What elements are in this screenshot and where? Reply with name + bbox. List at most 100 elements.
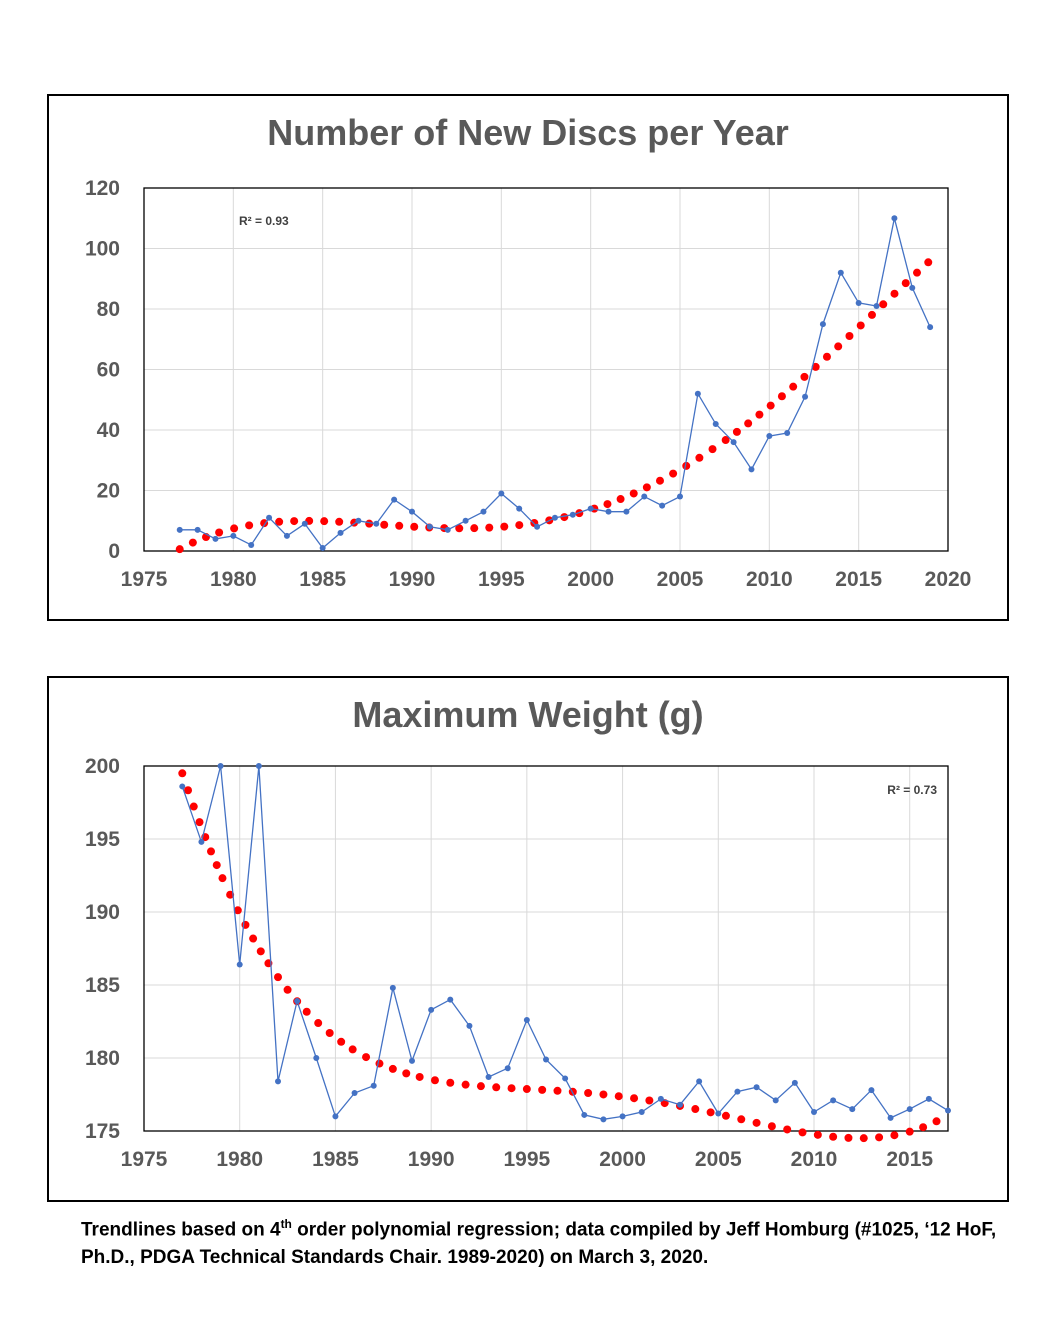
trendline-dot: [245, 521, 254, 530]
trendline-dot: [290, 517, 299, 526]
data-point: [248, 541, 255, 548]
trendline-dot: [256, 947, 265, 956]
y-tick-label: 60: [97, 359, 120, 382]
x-tick-label: 1985: [312, 1148, 359, 1171]
y-tick-label: 175: [85, 1120, 120, 1143]
data-point: [887, 1114, 894, 1121]
y-tick-label: 180: [85, 1047, 120, 1070]
trendline-dot: [375, 1059, 384, 1068]
data-point: [355, 517, 362, 524]
data-point: [389, 984, 396, 991]
data-point: [266, 514, 273, 521]
x-tick-label: 2000: [567, 568, 614, 591]
data-point: [802, 393, 809, 400]
footnote-superscript: th: [280, 1217, 292, 1231]
trendline-dot: [708, 445, 717, 454]
trendline-dot: [766, 401, 775, 410]
trendline-dot: [767, 1122, 776, 1131]
data-point: [466, 1022, 473, 1029]
data-point: [945, 1107, 951, 1114]
data-point: [198, 838, 205, 845]
data-point: [426, 523, 433, 530]
chart-new-discs: Number of New Discs per Year 1975 1980 198…: [47, 94, 1009, 621]
data-point: [351, 1090, 358, 1097]
trendline-dot: [932, 1117, 941, 1126]
data-point: [444, 526, 451, 533]
trendline-dot: [614, 1092, 623, 1101]
trendline-dot: [599, 1090, 608, 1099]
trendline-dot: [616, 495, 625, 504]
trendline-dot: [402, 1069, 411, 1078]
data-point: [301, 520, 308, 527]
data-point: [891, 215, 898, 222]
x-tick-label: 1975: [121, 1148, 168, 1171]
trendline-dot: [811, 362, 820, 371]
r-squared-label: R² = 0.93: [239, 214, 289, 228]
trendline-dot: [584, 1089, 593, 1098]
data-point: [283, 532, 290, 539]
data-point: [837, 269, 844, 276]
y-tick-label: 80: [97, 298, 120, 321]
y-tick-label: 185: [85, 974, 120, 997]
data-point: [766, 433, 773, 440]
data-point: [516, 505, 523, 512]
chart-max-weight: Maximum Weight (g) 1975 1980 1985 1990 1995 2…: [47, 676, 1009, 1202]
x-tick-label: 2015: [835, 568, 882, 591]
trendline-dot: [507, 1084, 516, 1093]
data-point: [730, 439, 737, 446]
data-point: [319, 544, 326, 551]
data-point: [480, 508, 487, 515]
trendline-dot: [189, 802, 198, 811]
trendline-dot: [924, 258, 933, 267]
trendline-dot: [777, 392, 786, 401]
trendline-dot: [856, 321, 865, 330]
data-point: [212, 535, 219, 542]
plot-new-discs: 1975 1980 1985 1990 1995 2000 2005 2010 2015 2020…: [85, 177, 971, 591]
series-line: [179, 218, 931, 549]
data-point: [551, 514, 558, 521]
trendline-dot: [783, 1125, 792, 1134]
x-tick-label: 2005: [657, 568, 704, 591]
data-point: [600, 1116, 607, 1123]
x-tick-label: 2000: [599, 1148, 646, 1171]
trendline-dot: [721, 1111, 730, 1120]
data-point: [504, 1065, 511, 1072]
data-point: [677, 1101, 683, 1108]
trendline-dot: [410, 522, 419, 531]
trendline-dot: [249, 934, 258, 943]
data-point: [294, 998, 301, 1005]
trendline-dot: [829, 1132, 838, 1141]
trendline-dot: [470, 524, 479, 533]
trendline-dot: [476, 1082, 485, 1091]
trendline-dot: [283, 985, 292, 994]
trendline-dot: [706, 1108, 715, 1117]
trendline-dot: [455, 524, 464, 533]
y-tick-label: 190: [85, 901, 120, 924]
trendline-dot: [629, 489, 638, 498]
data-point: [373, 520, 380, 527]
data-point: [791, 1079, 798, 1086]
data-point: [255, 763, 262, 769]
trendline-dot: [207, 847, 215, 856]
trendline-dot: [798, 1128, 807, 1137]
x-tick-label: 2015: [886, 1148, 933, 1171]
y-tick-label: 195: [85, 828, 120, 851]
trendline-dot: [446, 1078, 455, 1087]
trendline-dot: [890, 1131, 899, 1140]
trendline-dot: [695, 453, 704, 462]
data-point: [447, 996, 454, 1003]
trendline-dot: [184, 786, 193, 795]
trendline-dot: [175, 545, 184, 554]
y-tick-label: 0: [108, 540, 120, 563]
data-point: [772, 1097, 779, 1104]
trendline-dot: [485, 523, 494, 532]
x-tick-label: 1990: [389, 568, 436, 591]
data-point: [715, 1110, 722, 1117]
trendline-dot: [691, 1105, 700, 1114]
data-point: [581, 1111, 588, 1118]
data-point: [236, 961, 243, 968]
data-point: [562, 1075, 569, 1082]
trendline-dot: [178, 769, 187, 778]
x-tick-label: 2005: [695, 1148, 742, 1171]
trendline-dot: [845, 331, 854, 340]
